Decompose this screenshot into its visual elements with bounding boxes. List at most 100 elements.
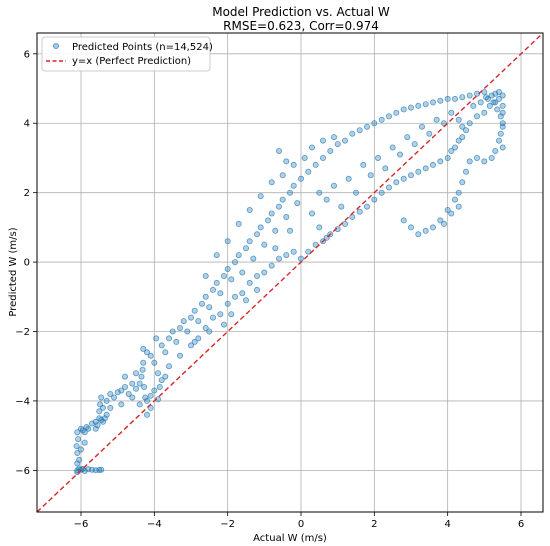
x-tick-label: −6 <box>74 519 89 530</box>
data-point <box>283 213 290 220</box>
data-point <box>272 245 279 252</box>
data-point <box>275 147 282 154</box>
data-point <box>272 227 279 234</box>
grid-lines <box>37 33 543 512</box>
data-point <box>98 466 105 473</box>
perfect-prediction-line <box>36 32 544 513</box>
data-point <box>444 206 451 213</box>
data-point <box>466 120 473 127</box>
data-point <box>187 314 194 321</box>
y-ticks: −6 −4 −2 0 2 4 6 <box>15 49 37 477</box>
data-point <box>400 106 407 113</box>
data-point <box>495 95 502 102</box>
data-point <box>437 158 444 165</box>
data-point <box>429 99 436 106</box>
data-point <box>73 443 80 450</box>
data-point <box>371 120 378 127</box>
data-point <box>429 161 436 168</box>
scatter-points <box>73 89 506 476</box>
data-point <box>217 290 224 297</box>
data-point <box>411 141 418 148</box>
legend: Predicted Points (n=14,524) y=x (Perfect… <box>41 36 213 72</box>
data-point <box>356 127 363 134</box>
data-point <box>169 328 176 335</box>
data-point <box>286 227 293 234</box>
data-point <box>195 318 202 325</box>
data-point <box>466 158 473 165</box>
chart-subtitle: RMSE=0.623, Corr=0.974 <box>223 19 379 33</box>
data-point <box>173 338 180 345</box>
data-point <box>433 116 440 123</box>
data-point <box>483 94 490 101</box>
data-point <box>187 342 194 349</box>
data-point <box>151 359 158 366</box>
data-point <box>103 397 110 404</box>
y-tick-label: 6 <box>24 49 30 60</box>
data-point <box>275 203 282 210</box>
data-point <box>195 335 202 342</box>
data-point <box>308 210 315 217</box>
data-point <box>385 184 392 191</box>
data-point <box>407 224 414 231</box>
data-point <box>98 394 105 401</box>
data-point <box>378 189 385 196</box>
data-point <box>499 102 506 109</box>
y-tick-label: −6 <box>15 466 30 477</box>
data-point <box>429 224 436 231</box>
data-point <box>444 154 451 161</box>
data-point <box>111 394 118 401</box>
data-point <box>242 297 249 304</box>
data-point <box>268 210 275 217</box>
data-point <box>319 137 326 144</box>
y-axis-label: Predicted W (m/s) <box>8 227 19 316</box>
data-point <box>206 328 213 335</box>
data-point <box>363 203 370 210</box>
data-point <box>393 109 400 116</box>
data-point <box>378 116 385 123</box>
data-point <box>451 144 458 151</box>
data-point <box>239 290 246 297</box>
data-point <box>231 293 238 300</box>
data-point <box>437 97 444 104</box>
data-point <box>382 165 389 172</box>
data-point <box>323 196 330 203</box>
data-point <box>422 101 429 108</box>
data-point <box>122 373 129 380</box>
data-point <box>385 113 392 120</box>
data-point <box>132 370 139 377</box>
data-point <box>499 144 506 151</box>
data-point <box>129 380 136 387</box>
data-point <box>418 123 425 130</box>
data-point <box>213 252 220 259</box>
x-tick-label: −2 <box>220 519 235 530</box>
data-point <box>316 224 323 231</box>
data-point <box>92 425 99 432</box>
data-point <box>481 109 488 116</box>
x-tick-label: −4 <box>147 519 162 530</box>
y-tick-label: −4 <box>15 396 30 407</box>
data-point <box>499 92 506 99</box>
data-point <box>455 189 462 196</box>
data-point <box>257 193 264 200</box>
data-point <box>459 123 466 130</box>
data-point <box>497 130 504 137</box>
y-tick-label: 0 <box>24 258 30 269</box>
data-point <box>176 352 183 359</box>
data-point <box>305 168 312 175</box>
data-point <box>253 231 260 238</box>
data-point <box>162 373 169 380</box>
data-point <box>494 106 501 113</box>
data-point <box>176 324 183 331</box>
data-point <box>132 385 139 392</box>
data-point <box>220 272 227 279</box>
data-point <box>492 99 499 106</box>
legend-marker-points <box>53 43 60 50</box>
data-point <box>81 429 88 436</box>
data-point <box>415 102 422 109</box>
data-point <box>330 182 337 189</box>
data-point <box>462 127 469 134</box>
data-point <box>85 425 92 432</box>
data-point <box>253 272 260 279</box>
data-point <box>235 252 242 259</box>
data-point <box>140 359 147 366</box>
